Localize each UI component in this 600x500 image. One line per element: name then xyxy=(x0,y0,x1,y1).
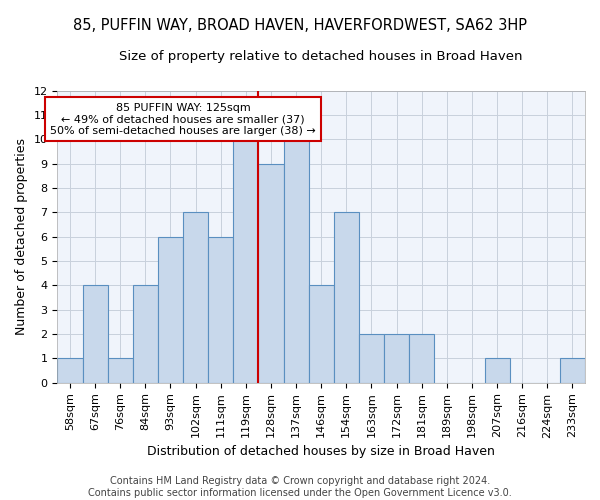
Bar xyxy=(284,139,308,382)
Bar xyxy=(485,358,509,382)
Bar xyxy=(208,236,233,382)
Bar xyxy=(259,164,284,382)
Text: Contains HM Land Registry data © Crown copyright and database right 2024.
Contai: Contains HM Land Registry data © Crown c… xyxy=(88,476,512,498)
Bar xyxy=(158,236,183,382)
Bar xyxy=(334,212,359,382)
Bar xyxy=(308,286,334,382)
X-axis label: Distribution of detached houses by size in Broad Haven: Distribution of detached houses by size … xyxy=(147,444,495,458)
Bar xyxy=(409,334,434,382)
Text: 85, PUFFIN WAY, BROAD HAVEN, HAVERFORDWEST, SA62 3HP: 85, PUFFIN WAY, BROAD HAVEN, HAVERFORDWE… xyxy=(73,18,527,32)
Bar xyxy=(107,358,133,382)
Text: 85 PUFFIN WAY: 125sqm
← 49% of detached houses are smaller (37)
50% of semi-deta: 85 PUFFIN WAY: 125sqm ← 49% of detached … xyxy=(50,102,316,136)
Bar xyxy=(359,334,384,382)
Bar xyxy=(560,358,585,382)
Bar xyxy=(133,286,158,382)
Bar xyxy=(83,286,107,382)
Bar xyxy=(58,358,83,382)
Bar xyxy=(233,139,259,382)
Title: Size of property relative to detached houses in Broad Haven: Size of property relative to detached ho… xyxy=(119,50,523,63)
Y-axis label: Number of detached properties: Number of detached properties xyxy=(15,138,28,335)
Bar xyxy=(183,212,208,382)
Bar xyxy=(384,334,409,382)
